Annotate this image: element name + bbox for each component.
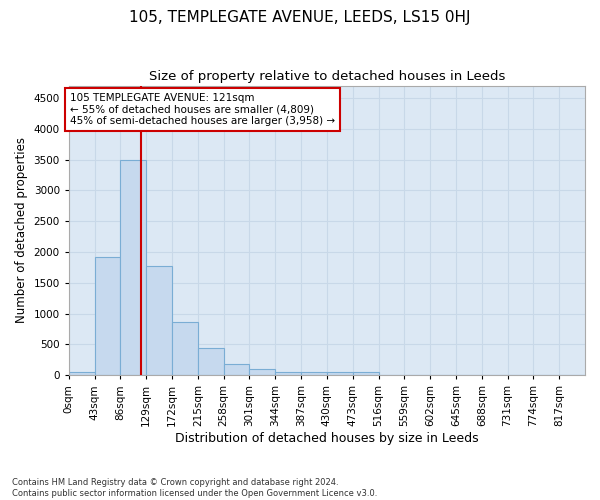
Bar [95,257,121,376]
Bar [353,372,379,376]
Text: Contains HM Land Registry data © Crown copyright and database right 2024.
Contai: Contains HM Land Registry data © Crown c… [12,478,377,498]
Bar [275,372,301,376]
Title: Size of property relative to detached houses in Leeds: Size of property relative to detached ho… [149,70,505,83]
Bar [121,160,146,376]
Bar [198,348,224,376]
Text: 105 TEMPLEGATE AVENUE: 121sqm
← 55% of detached houses are smaller (4,809)
45% o: 105 TEMPLEGATE AVENUE: 121sqm ← 55% of d… [70,93,335,126]
Y-axis label: Number of detached properties: Number of detached properties [15,138,28,324]
Bar [327,372,353,376]
Bar [172,322,198,376]
X-axis label: Distribution of detached houses by size in Leeds: Distribution of detached houses by size … [175,432,479,445]
Bar [146,266,172,376]
Bar [301,372,327,376]
Text: 105, TEMPLEGATE AVENUE, LEEDS, LS15 0HJ: 105, TEMPLEGATE AVENUE, LEEDS, LS15 0HJ [129,10,471,25]
Bar [224,364,250,376]
Bar [250,368,275,376]
Bar [69,372,95,376]
